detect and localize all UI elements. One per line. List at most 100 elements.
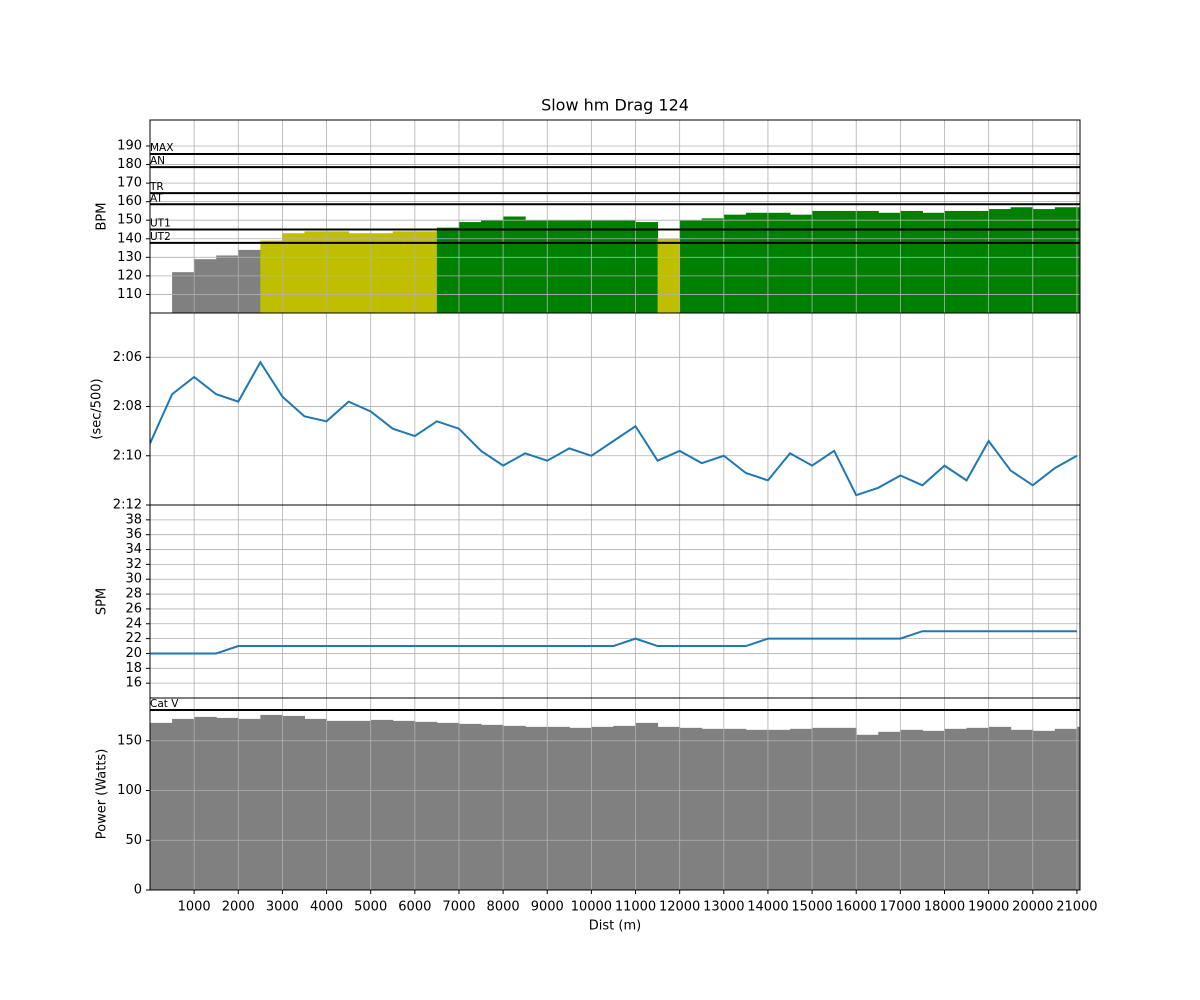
y-axis-label: BPM xyxy=(95,203,110,231)
x-tick-label: 3000 xyxy=(266,900,299,915)
x-tick-label: 8000 xyxy=(487,900,520,915)
area-bar xyxy=(856,210,879,313)
area-bar xyxy=(348,720,372,890)
area-bar xyxy=(238,718,261,890)
area-bar xyxy=(525,220,548,313)
x-tick-label: 17000 xyxy=(880,900,921,915)
chart-title: Slow hm Drag 124 xyxy=(541,96,689,115)
area-bar xyxy=(812,727,835,890)
y-tick-label: 100 xyxy=(117,783,142,798)
y-tick-label: 140 xyxy=(117,231,142,246)
area-bar xyxy=(569,220,592,313)
x-tick-label: 7000 xyxy=(442,900,475,915)
area-bar xyxy=(679,727,703,890)
area-bar xyxy=(635,722,659,890)
area-bar xyxy=(216,717,239,890)
area-bar xyxy=(613,220,637,313)
area-bar xyxy=(326,720,350,890)
y-tick-label: 24 xyxy=(125,616,142,631)
area-bar xyxy=(812,210,835,313)
area-bar xyxy=(172,718,195,890)
area-bar xyxy=(392,720,416,890)
x-tick-label: 13000 xyxy=(703,900,744,915)
y-tick-label: 22 xyxy=(125,631,142,646)
area-bar xyxy=(326,231,350,313)
zone-label: MAX xyxy=(150,142,173,154)
y-tick-label: 2:12 xyxy=(113,498,142,513)
y-tick-label: 120 xyxy=(117,268,142,283)
area-bar xyxy=(1010,729,1034,890)
area-bar xyxy=(569,727,592,890)
y-tick-label: 110 xyxy=(117,287,142,302)
area-bar xyxy=(701,218,725,313)
data-line xyxy=(150,360,1078,497)
area-bar xyxy=(1076,207,1080,313)
area-bar xyxy=(503,725,526,890)
plot-area xyxy=(150,313,1080,505)
x-tick-label: 19000 xyxy=(968,900,1009,915)
x-tick-label: 16000 xyxy=(836,900,877,915)
area-bar xyxy=(282,233,305,313)
area-bar xyxy=(481,724,504,890)
area-bar xyxy=(260,240,283,313)
area-bar xyxy=(635,222,659,313)
y-tick-label: 38 xyxy=(125,512,142,527)
area-bar xyxy=(723,728,747,890)
area-bar xyxy=(348,233,372,313)
area-bar xyxy=(966,210,990,313)
area-bar xyxy=(988,726,1012,890)
area-bar xyxy=(458,222,482,313)
panel: Cat V 0 50 100 150 Power (Watts) 1000 2000 3000 4… xyxy=(95,697,1098,934)
plot-area xyxy=(150,120,1080,313)
y-tick-label: 30 xyxy=(125,572,142,587)
x-tick-label: 6000 xyxy=(398,900,431,915)
area-bar xyxy=(414,231,438,313)
area-bar xyxy=(767,729,791,890)
area-bar xyxy=(304,231,328,313)
area-bar xyxy=(900,729,923,890)
y-tick-label: 190 xyxy=(117,138,142,153)
area-bar xyxy=(1054,207,1078,313)
area-bar xyxy=(436,722,460,890)
area-bar xyxy=(944,728,968,890)
area-bar xyxy=(260,714,283,890)
x-tick-label: 2000 xyxy=(222,900,255,915)
area-bar xyxy=(216,255,239,313)
x-tick-label: 5000 xyxy=(354,900,387,915)
y-tick-label: 2:06 xyxy=(113,350,142,365)
y-axis-label: Power (Watts) xyxy=(95,749,110,840)
x-tick-label: 20000 xyxy=(1012,900,1053,915)
area-bar xyxy=(282,715,305,890)
area-bar xyxy=(304,718,328,890)
y-tick-label: 130 xyxy=(117,250,142,265)
y-tick-label: 18 xyxy=(125,661,142,676)
area-bar xyxy=(701,728,725,890)
area-bar xyxy=(988,209,1012,313)
area-bar xyxy=(591,726,614,890)
area-bar xyxy=(790,214,813,313)
area-bar xyxy=(790,728,813,890)
area-bar xyxy=(834,210,857,313)
y-tick-label: 34 xyxy=(125,542,142,557)
area-bar xyxy=(878,731,901,890)
x-tick-label: 12000 xyxy=(659,900,700,915)
y-tick-label: 20 xyxy=(125,646,142,661)
x-tick-label: 14000 xyxy=(747,900,788,915)
area-bar xyxy=(172,272,195,313)
area-bar xyxy=(525,726,548,890)
zone-label: TR xyxy=(149,181,164,193)
area-bar xyxy=(392,231,416,313)
zone-label: AN xyxy=(150,155,165,167)
zone-label: UT2 xyxy=(150,231,171,243)
area-bar xyxy=(613,725,637,890)
y-tick-label: 36 xyxy=(125,527,142,542)
area-bar xyxy=(194,259,217,313)
area-bar xyxy=(745,212,769,313)
area-bar xyxy=(436,227,460,313)
area-bar xyxy=(679,220,703,313)
area-bar xyxy=(657,726,681,890)
data-line xyxy=(150,630,1077,655)
